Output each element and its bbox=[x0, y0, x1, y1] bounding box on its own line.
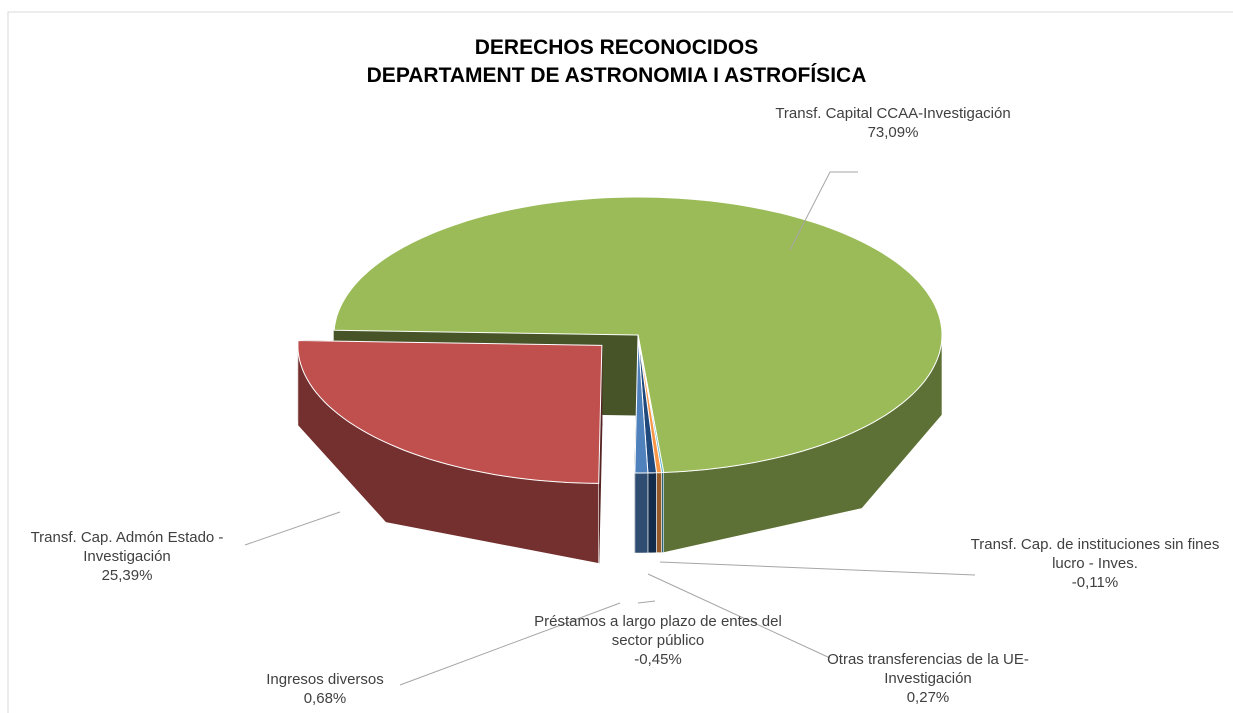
slice bbox=[634, 334, 649, 474]
data-label: Transf. Cap. de instituciones sin fines … bbox=[970, 535, 1220, 592]
category-label: Transf. Cap. Admón Estado - Investigació… bbox=[30, 529, 224, 565]
slice-wall bbox=[656, 472, 662, 553]
value-label: 73,09% bbox=[867, 124, 919, 141]
value-label: -0,45% bbox=[634, 651, 682, 668]
leader-line bbox=[789, 171, 858, 251]
value-label: 0,27% bbox=[906, 689, 950, 706]
data-label: Ingresos diversos 0,68% bbox=[200, 670, 450, 708]
leader-line bbox=[659, 561, 976, 576]
value-label: 25,39% bbox=[101, 567, 153, 584]
leader-line bbox=[637, 600, 656, 604]
data-label: Préstamos a largo plazo de entes del sec… bbox=[533, 612, 783, 669]
value-label: 0,68% bbox=[303, 690, 347, 707]
slice-wall bbox=[634, 472, 649, 554]
data-label: Transf. Capital CCAA-Investigación 73,09% bbox=[768, 104, 1018, 142]
slice bbox=[333, 196, 943, 474]
category-label: Transf. Capital CCAA-Investigación bbox=[775, 105, 1011, 122]
chart-title: DEPARTAMENT DE ASTRONOMIA I ASTROFÍSICA bbox=[366, 64, 867, 87]
slice-wall bbox=[661, 472, 664, 553]
category-label: Préstamos a largo plazo de entes del sec… bbox=[534, 613, 782, 649]
category-label: Ingresos diversos bbox=[266, 671, 384, 688]
data-label: Transf. Cap. Admón Estado - Investigació… bbox=[2, 528, 252, 585]
category-label: Otras transferencias de la UE- Investiga… bbox=[827, 651, 1029, 687]
slice bbox=[297, 339, 603, 484]
leader-line bbox=[647, 573, 831, 659]
slice-wall bbox=[647, 472, 657, 554]
leader-line bbox=[399, 602, 621, 686]
chart-title: DERECHOS RECONOCIDOS bbox=[474, 36, 759, 59]
category-label: Transf. Cap. de instituciones sin fines … bbox=[970, 536, 1220, 572]
chart-border bbox=[7, 11, 1233, 713]
data-label: Otras transferencias de la UE- Investiga… bbox=[803, 650, 1053, 707]
leader-line bbox=[244, 511, 341, 546]
value-label: -0,11% bbox=[1071, 574, 1119, 591]
